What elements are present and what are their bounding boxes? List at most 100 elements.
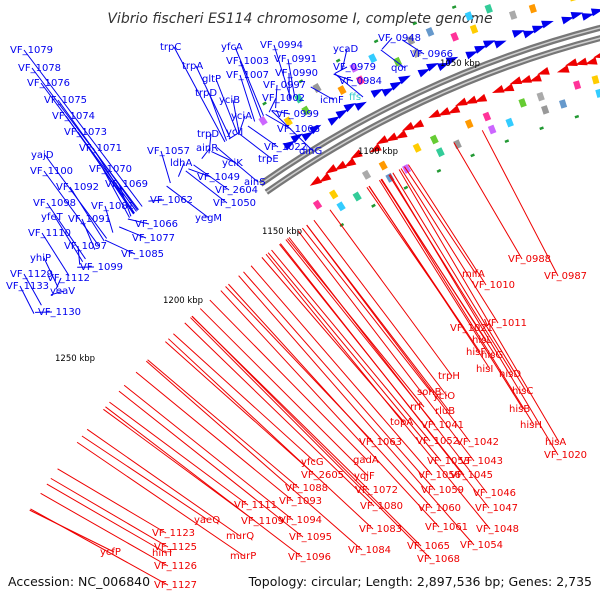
- reverse-gene-label: yciO: [433, 391, 455, 402]
- forward-gene-label: gltP: [202, 74, 221, 85]
- category-block: [568, 0, 577, 2]
- forward-gene-label: VF_1129: [10, 269, 53, 280]
- reverse-gene-label: hisA: [545, 437, 566, 448]
- reverse-gene-glyph: [455, 97, 468, 106]
- reverse-gene-glyph: [309, 176, 323, 186]
- forward-gene-label: VF_1062: [150, 195, 193, 206]
- forward-gene-leader-line: [77, 245, 81, 265]
- backbone-highlight: [265, 37, 600, 193]
- forward-gene-leader-line: [104, 239, 136, 255]
- rna-marker: [335, 58, 341, 63]
- forward-gene-label: VF_1079: [10, 45, 53, 56]
- rna-marker: [262, 101, 267, 106]
- category-block: [487, 124, 497, 135]
- forward-gene-glyph: [327, 116, 341, 126]
- forward-gene-leader-line: [41, 232, 70, 276]
- reverse-gene-label: VF_1060: [418, 503, 461, 514]
- reverse-gene-leader-line: [209, 299, 368, 461]
- rna-marker: [470, 153, 475, 158]
- tick-label: 1150 kbp: [262, 227, 302, 237]
- forward-gene-leader-line: [104, 205, 114, 233]
- forward-gene-label: VF_1092: [56, 182, 99, 193]
- reverse-gene-leader-line: [76, 441, 245, 557]
- forward-gene-glyph: [417, 68, 431, 78]
- forward-gene-label: VF_1110: [28, 228, 71, 239]
- reverse-gene-label: hisI: [476, 364, 493, 375]
- forward-gene-label: VF_0966: [410, 49, 453, 60]
- reverse-gene-leader-line: [50, 477, 169, 548]
- reverse-gene-leader-line: [389, 174, 559, 456]
- reverse-gene-label: murP: [230, 551, 256, 562]
- rna-marker: [412, 21, 418, 26]
- reverse-gene-leader-line: [243, 271, 436, 491]
- category-block: [361, 169, 372, 180]
- forward-gene-leader-line: [201, 147, 211, 159]
- reverse-gene-leader-line: [173, 333, 316, 463]
- forward-gene-glyph: [335, 109, 348, 119]
- reverse-gene-label: VF_1010: [472, 280, 515, 291]
- reverse-gene-label: VF_1088: [285, 483, 328, 494]
- reverse-gene-label: VF_1059: [421, 485, 464, 496]
- reverse-gene-glyph: [411, 119, 425, 129]
- category-block: [329, 189, 339, 200]
- forward-gene-leader-line: [173, 46, 226, 143]
- forward-gene-label: VF_1075: [44, 95, 87, 106]
- reverse-gene-leader-line: [297, 230, 475, 462]
- forward-gene-label: VF_1069: [105, 179, 148, 190]
- reverse-gene-leader-line: [392, 172, 527, 392]
- forward-gene-label: VF_1066: [135, 219, 178, 230]
- forward-gene-label: VF_0984: [339, 76, 382, 87]
- forward-gene-glyph: [570, 11, 584, 20]
- forward-gene-label: yfcA: [221, 42, 243, 53]
- reverse-gene-glyph: [369, 143, 382, 153]
- reverse-gene-leader-line: [407, 164, 487, 286]
- reverse-gene-label: VF_1084: [348, 545, 391, 556]
- rna-marker: [504, 139, 510, 144]
- reverse-gene-label: VF_1053: [427, 456, 470, 467]
- forward-gene-leader-line: [127, 218, 150, 225]
- forward-gene-leader-line: [92, 147, 135, 214]
- forward-gene-label: VF_1074: [52, 111, 95, 122]
- reverse-gene-glyph: [401, 121, 415, 131]
- forward-gene-glyph: [474, 45, 487, 54]
- rna-marker: [339, 222, 345, 228]
- forward-gene-leader-line: [102, 168, 130, 218]
- category-block: [283, 116, 293, 127]
- forward-gene-label: VF_1112: [47, 273, 90, 284]
- forward-gene-leader-line: [287, 58, 296, 97]
- reverse-gene-leader-line: [190, 317, 432, 560]
- forward-gene-leader-line: [81, 218, 96, 250]
- reverse-gene-glyph: [319, 172, 332, 183]
- forward-gene-leader-line: [208, 92, 227, 141]
- category-block: [518, 98, 527, 108]
- forward-gene-leader-line: [401, 39, 425, 55]
- tick-labels: 1050 kbp 1100 kbp 1150 kbp 1200 kbp 1250 kbp: [55, 59, 480, 364]
- forward-gene-leader-line: [193, 164, 230, 191]
- forward-gene-glyph: [465, 51, 478, 60]
- reverse-gene-glyph: [343, 157, 357, 168]
- forward-gene-leader-line: [208, 133, 212, 154]
- forward-gene-label: trpD: [195, 88, 217, 99]
- category-block: [573, 80, 582, 90]
- forward-gene-leader-line: [268, 97, 277, 113]
- forward-gene-glyph: [522, 30, 536, 39]
- reverse-gene-leader-line: [168, 338, 374, 530]
- tick-label: 1250 kbp: [55, 354, 95, 364]
- rna-marker: [371, 203, 376, 208]
- forward-gene-leader-line: [334, 66, 348, 74]
- forward-gene-glyph: [398, 75, 411, 85]
- reverse-gene-glyph: [438, 107, 451, 116]
- forward-gene-label: VF_0994: [260, 40, 303, 51]
- forward-gene-glyph: [282, 140, 296, 151]
- forward-gene-leader-line: [69, 186, 105, 242]
- forward-gene-leader-line: [216, 147, 259, 183]
- forward-gene-leader-line: [275, 84, 278, 109]
- forward-gene-leader-line: [185, 170, 228, 204]
- reverse-gene-glyph: [385, 132, 399, 142]
- reverse-gene-leader-line: [29, 509, 115, 553]
- reverse-gene-glyph: [584, 56, 598, 65]
- forward-gene-label: VF_1050: [213, 198, 256, 209]
- reverse-gene-glyph: [537, 66, 550, 75]
- reverse-gene-glyph: [529, 73, 542, 82]
